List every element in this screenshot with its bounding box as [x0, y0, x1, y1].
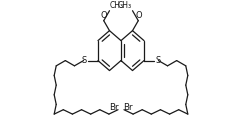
Text: Br: Br [123, 104, 133, 112]
Text: CH₃: CH₃ [110, 1, 124, 10]
Text: S: S [82, 56, 87, 65]
Text: CH₃: CH₃ [118, 1, 132, 10]
Text: Br: Br [109, 104, 119, 112]
Text: O: O [135, 11, 142, 20]
Text: S: S [155, 56, 160, 65]
Text: O: O [100, 11, 107, 20]
